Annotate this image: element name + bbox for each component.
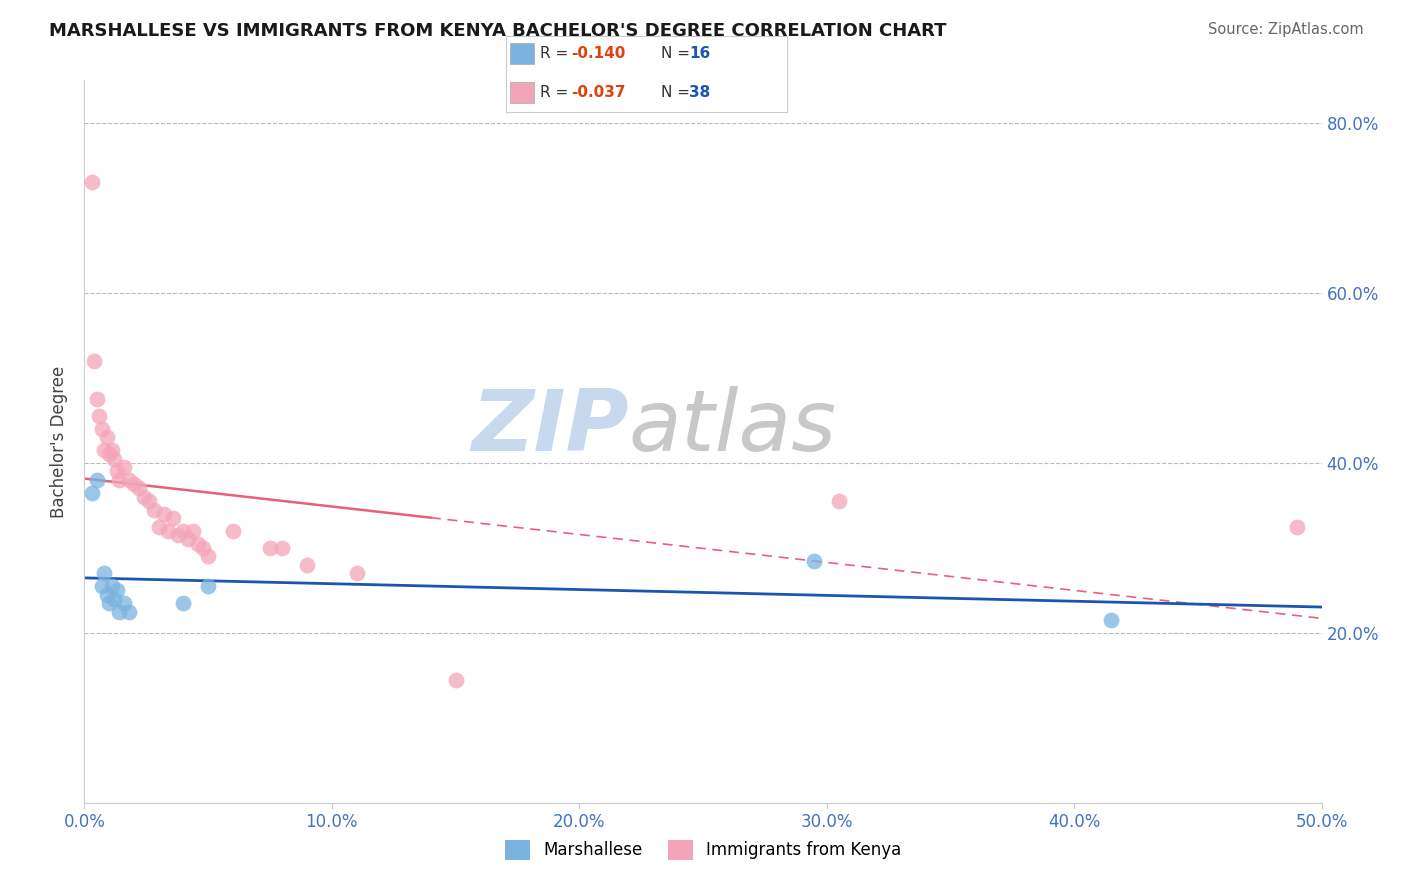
Y-axis label: Bachelor's Degree: Bachelor's Degree [51, 366, 69, 517]
Text: 16: 16 [689, 46, 710, 62]
Text: -0.037: -0.037 [571, 86, 626, 101]
Point [222, 524, 245, 538]
Point [1285, 519, 1308, 533]
Point [112, 460, 135, 475]
Point [162, 511, 184, 525]
Text: R =: R = [540, 46, 574, 62]
Point [172, 596, 194, 610]
Point [90, 422, 112, 436]
Text: -0.140: -0.140 [571, 46, 626, 62]
Point [105, 583, 128, 598]
Point [86, 473, 108, 487]
Point [118, 473, 141, 487]
Point [98, 596, 121, 610]
Point [93, 443, 115, 458]
Point [803, 553, 825, 567]
Point [148, 519, 170, 533]
Point [191, 541, 214, 555]
Point [105, 464, 128, 478]
Point [132, 490, 155, 504]
Point [172, 524, 194, 538]
Point [271, 541, 294, 555]
Point [197, 549, 219, 564]
Point [157, 524, 180, 538]
Point [259, 541, 281, 555]
FancyBboxPatch shape [510, 82, 534, 103]
Point [444, 673, 467, 687]
Legend: Marshallese, Immigrants from Kenya: Marshallese, Immigrants from Kenya [498, 833, 908, 867]
Point [181, 524, 204, 538]
Point [96, 430, 118, 444]
Point [295, 558, 318, 572]
Point [83, 353, 105, 368]
Point [152, 507, 174, 521]
Point [197, 579, 219, 593]
Point [103, 591, 125, 606]
Point [177, 533, 200, 547]
Point [1099, 613, 1122, 627]
Point [138, 494, 160, 508]
Text: 38: 38 [689, 86, 710, 101]
Text: N =: N = [661, 46, 695, 62]
Point [346, 566, 368, 581]
Point [80, 485, 103, 500]
Point [118, 605, 141, 619]
Point [100, 443, 122, 458]
Point [103, 451, 125, 466]
Text: atlas: atlas [628, 385, 837, 468]
Point [98, 447, 121, 461]
Point [828, 494, 851, 508]
Point [89, 409, 111, 423]
Point [108, 605, 131, 619]
Point [167, 528, 190, 542]
Point [122, 477, 145, 491]
Point [90, 579, 112, 593]
Point [112, 596, 135, 610]
Text: ZIP: ZIP [471, 385, 628, 468]
Point [142, 502, 165, 516]
Point [128, 481, 150, 495]
Point [80, 175, 103, 189]
Point [96, 588, 118, 602]
Text: R =: R = [540, 86, 574, 101]
Text: Source: ZipAtlas.com: Source: ZipAtlas.com [1208, 22, 1364, 37]
Point [86, 392, 108, 406]
Point [100, 579, 122, 593]
Point [108, 473, 131, 487]
FancyBboxPatch shape [510, 44, 534, 64]
Point [187, 536, 209, 550]
Text: MARSHALLESE VS IMMIGRANTS FROM KENYA BACHELOR'S DEGREE CORRELATION CHART: MARSHALLESE VS IMMIGRANTS FROM KENYA BAC… [49, 22, 946, 40]
Point [93, 566, 115, 581]
Text: N =: N = [661, 86, 695, 101]
